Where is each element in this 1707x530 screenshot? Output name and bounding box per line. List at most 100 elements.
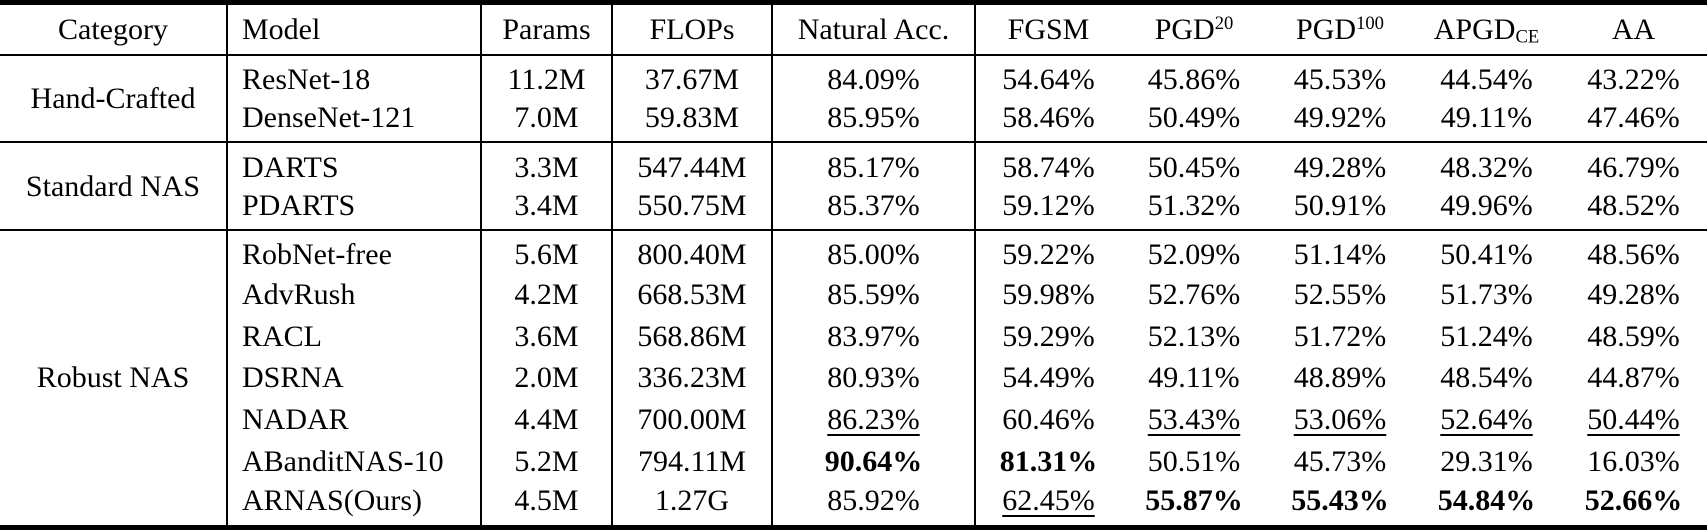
pgd20-cell: 50.51% [1147, 444, 1241, 478]
table-row: NADAR 4.4M 700.00M 86.23% 60.46% 53.43% … [0, 398, 1707, 441]
params-cell: 5.6M [481, 228, 613, 274]
header-cell-natural-acc: Natural Acc. [772, 2, 976, 56]
params-cell: 4.5M [481, 481, 613, 528]
fgsm-cell: 54.64% [975, 53, 1121, 99]
aa-cell: 48.59% [1587, 319, 1680, 353]
params-cell: 3.3M [481, 141, 613, 187]
pgd100-cell: 51.72% [1293, 319, 1387, 353]
fgsm-cell: 59.12% [1002, 188, 1095, 222]
model-cell: DenseNet-121 [227, 98, 482, 143]
fgsm-cell: 58.74% [975, 141, 1121, 187]
header-cell-apgd-ce: APGDCE [1413, 2, 1560, 56]
params-cell: 11.2M [481, 53, 613, 99]
pgd20-cell: 49.11% [1148, 361, 1240, 395]
pgd100-superscript: 100 [1356, 12, 1384, 34]
pgd100-cell: 55.43% [1291, 484, 1389, 518]
header-cell-flops: FLOPs [612, 2, 773, 56]
natural-acc-cell: 83.97% [772, 315, 976, 358]
natural-acc-cell: 80.93% [772, 357, 976, 399]
apgd-ce-cell: 50.41% [1413, 228, 1560, 274]
header-cell-pgd100: PGD100 [1267, 2, 1413, 56]
pgd100-cell: 45.53% [1267, 53, 1413, 99]
aa-cell: 48.56% [1560, 228, 1707, 274]
apgd-ce-cell: 48.32% [1413, 141, 1560, 187]
aa-cell: 46.79% [1560, 141, 1707, 187]
natural-acc-cell: 85.37% [772, 186, 976, 230]
category-cell: Hand-Crafted [0, 53, 228, 143]
section-standard-nas: Standard NAS DARTS 3.3M 547.44M 85.17% 5… [0, 141, 1707, 230]
pgd20-cell: 52.76% [1147, 278, 1241, 312]
aa-cell: 52.66% [1584, 484, 1683, 518]
params-cell: 5.2M [481, 440, 613, 482]
pgd100-cell: 48.89% [1293, 361, 1387, 395]
pgd100-cell: 53.06% [1293, 402, 1387, 436]
apgd-ce-cell: 29.31% [1440, 444, 1533, 478]
aa-cell: 48.52% [1587, 188, 1680, 222]
fgsm-cell: 59.98% [1002, 278, 1095, 312]
aa-cell: 49.28% [1587, 278, 1680, 312]
pgd100-cell: 45.73% [1293, 444, 1387, 478]
fgsm-cell: 59.22% [975, 228, 1121, 274]
header-cell-pgd20: PGD20 [1121, 2, 1267, 56]
pgd20-cell: 50.49% [1147, 100, 1241, 134]
fgsm-cell: 58.46% [1002, 100, 1095, 134]
model-cell: ABanditNAS-10 [227, 440, 482, 482]
pgd100-cell: 49.28% [1267, 141, 1413, 187]
fgsm-cell: 81.31% [999, 444, 1098, 478]
pgd100-cell: 50.91% [1293, 188, 1387, 222]
apgd-ce-cell: 49.96% [1440, 188, 1533, 222]
table-row: Robust NAS RobNet-free 5.6M 800.40M 85.0… [0, 228, 1707, 528]
aa-cell: 44.87% [1587, 361, 1680, 395]
flops-cell: 700.00M [612, 398, 773, 441]
natural-acc-cell: 85.95% [772, 98, 976, 143]
model-cell: DSRNA [227, 357, 482, 399]
natural-acc-cell: 85.92% [772, 481, 976, 528]
table-row: AdvRush 4.2M 668.53M 85.59% 59.98% 52.76… [0, 273, 1707, 316]
section-hand-crafted: Hand-Crafted ResNet-18 11.2M 37.67M 84.0… [0, 53, 1707, 143]
table-row: Hand-Crafted ResNet-18 11.2M 37.67M 84.0… [0, 53, 1707, 143]
flops-cell: 59.83M [612, 98, 773, 143]
aa-cell: 47.46% [1587, 100, 1680, 134]
fgsm-cell: 62.45% [1002, 484, 1095, 518]
aa-cell: 16.03% [1587, 444, 1680, 478]
flops-cell: 37.67M [612, 53, 773, 99]
model-cell: PDARTS [227, 186, 482, 230]
flops-cell: 794.11M [612, 440, 773, 482]
table-header: Category Model Params FLOPs Natural Acc.… [0, 2, 1707, 56]
pgd20-cell: 55.87% [1145, 484, 1243, 518]
params-cell: 3.6M [481, 315, 613, 358]
pgd20-cell: 45.86% [1121, 53, 1267, 99]
natural-acc-cell: 85.00% [772, 228, 976, 274]
table-row: Standard NAS DARTS 3.3M 547.44M 85.17% 5… [0, 141, 1707, 230]
pgd20-cell: 50.45% [1121, 141, 1267, 187]
header-row: Category Model Params FLOPs Natural Acc.… [0, 2, 1707, 56]
category-cell: Standard NAS [0, 141, 228, 230]
apgd-ce-cell: 52.64% [1440, 402, 1533, 436]
params-cell: 4.2M [481, 273, 613, 316]
header-cell-params: Params [481, 2, 613, 56]
flops-cell: 800.40M [612, 228, 773, 274]
pgd20-cell: 53.43% [1147, 402, 1241, 436]
table-row: DSRNA 2.0M 336.23M 80.93% 54.49% 49.11% … [0, 357, 1707, 399]
header-cell-aa: AA [1560, 2, 1707, 56]
header-cell-model: Model [227, 2, 482, 56]
natural-acc-cell: 84.09% [772, 53, 976, 99]
model-cell: RACL [227, 315, 482, 358]
aa-cell: 50.44% [1587, 402, 1680, 436]
apgd-ce-cell: 49.11% [1440, 100, 1533, 134]
natural-acc-cell: 85.17% [772, 141, 976, 187]
fgsm-cell: 54.49% [1002, 361, 1095, 395]
apgd-ce-cell: 48.54% [1440, 361, 1533, 395]
pgd100-cell: 49.92% [1293, 100, 1387, 134]
apgd-ce-cell: 51.73% [1440, 278, 1533, 312]
aa-cell: 43.22% [1560, 53, 1707, 99]
section-robust-nas: Robust NAS RobNet-free 5.6M 800.40M 85.0… [0, 228, 1707, 528]
params-cell: 2.0M [481, 357, 613, 399]
model-cell: ARNAS(Ours) [227, 481, 482, 528]
category-cell: Robust NAS [0, 228, 228, 528]
params-cell: 7.0M [481, 98, 613, 143]
params-cell: 3.4M [481, 186, 613, 230]
table-row: DenseNet-121 7.0M 59.83M 85.95% 58.46% 5… [0, 98, 1707, 143]
natural-acc-cell: 86.23% [772, 398, 976, 441]
table-row: ARNAS(Ours) 4.5M 1.27G 85.92% 62.45% 55.… [0, 481, 1707, 528]
